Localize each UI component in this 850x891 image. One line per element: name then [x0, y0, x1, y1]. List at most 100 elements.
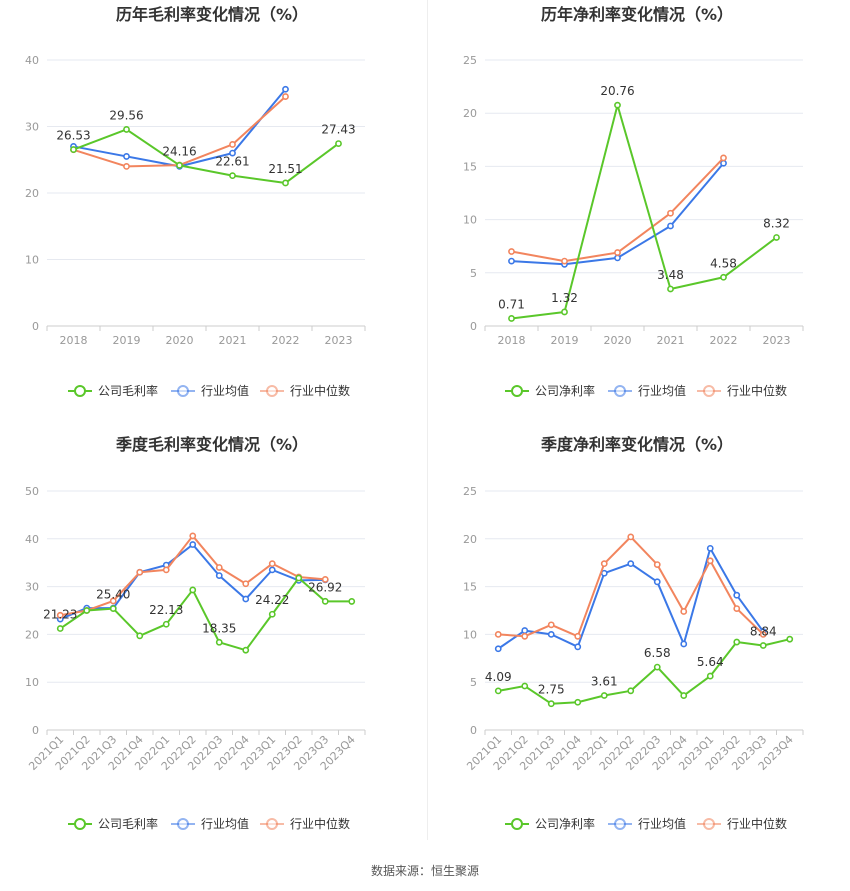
data-label: 21.23 [43, 608, 77, 622]
data-point-industry_median [521, 632, 529, 640]
data-point-industry_avg [680, 640, 688, 648]
data-label: 4.09 [485, 670, 512, 684]
data-point-industry_median [614, 249, 621, 256]
data-point-industry_median [268, 560, 276, 568]
y-tick-label: 20 [25, 187, 39, 200]
data-point-industry_median [574, 632, 582, 640]
data-point-company [348, 598, 356, 605]
chart-title: 季度净利率变化情况（%） [540, 435, 733, 454]
quarterly-net-margin-svg: 季度净利率变化情况（%）05101520252021Q12021Q22021Q3… [463, 435, 804, 831]
legend-marker-industry_median [266, 818, 278, 830]
x-tick-label: 2022 [272, 334, 300, 347]
legend-marker-industry_avg [614, 818, 626, 830]
annual-net-margin-svg: 历年净利率变化情况（%） 0 5 10 15 20 25 2018 2019 2020 2021 20… [463, 5, 804, 398]
data-point-company [561, 308, 568, 316]
y-tick-label: 10 [25, 254, 39, 267]
data-point-company [109, 605, 117, 612]
y-tick-label: 5 [470, 676, 477, 689]
x-tick-label: 2018 [498, 334, 526, 347]
data-label: 26.92 [308, 580, 342, 594]
data-label: 22.61 [215, 155, 249, 169]
annual-gross-margin-chart: 历年毛利率变化情况（%） 0 10 20 30 40 2018 2019 2020 2021 202… [0, 0, 425, 430]
data-point-industry_avg [574, 643, 582, 651]
data-point-industry_median [547, 621, 555, 629]
legend-label-industry_median: 行业中位数 [290, 816, 350, 831]
x-tick-label: 2021 [219, 334, 247, 347]
series-line-company [73, 128, 340, 184]
chart-title: 季度毛利率变化情况（%） [115, 435, 308, 454]
data-label: 18.35 [202, 621, 236, 635]
data-point-industry_median [508, 248, 515, 255]
legend-marker-industry_median [703, 385, 715, 397]
y-tick-label: 0 [32, 724, 39, 737]
legend-marker-company [511, 818, 523, 830]
data-point-company [547, 700, 555, 708]
y-tick-label: 10 [463, 214, 477, 227]
data-point-industry_median [759, 630, 767, 638]
data-point-industry_median [282, 93, 289, 100]
chart-title: 历年净利率变化情况（%） [541, 5, 733, 24]
data-point-industry_avg [229, 149, 236, 157]
legend-marker-industry_avg [177, 818, 189, 830]
series-line-company [511, 104, 778, 320]
data-point-company [189, 586, 197, 594]
data-point-company [295, 574, 303, 582]
data-point-industry_median [215, 564, 223, 571]
panel-divider [427, 0, 428, 840]
data-point-industry_median [667, 209, 674, 217]
annual-gross-margin-svg: 历年毛利率变化情况（%） 0 10 20 30 40 2018 2019 2020 2021 202… [25, 5, 366, 398]
data-point-company [321, 597, 329, 605]
data-point-industry_avg [720, 159, 727, 167]
y-tick-label: 50 [25, 485, 39, 498]
data-point-industry_median [720, 154, 727, 162]
data-label: 3.48 [657, 268, 684, 282]
data-point-company [162, 620, 170, 628]
y-tick-label: 5 [470, 267, 477, 280]
data-source-label: 数据来源：恒生聚源 [370, 864, 479, 878]
legend-label-industry_avg: 行业均值 [201, 383, 249, 398]
data-point-company [574, 698, 582, 706]
data-point-industry_median [109, 597, 117, 605]
y-tick-label: 30 [25, 121, 39, 134]
data-label: 4.58 [710, 256, 737, 270]
x-tick-label: 2019 [551, 334, 579, 347]
data-point-industry_median [627, 533, 635, 541]
data-point-company [508, 315, 515, 322]
data-point-industry_avg [733, 591, 741, 599]
chart-title: 历年毛利率变化情况（%） [116, 5, 308, 24]
quarterly-net-margin-chart: 季度净利率变化情况（%） 0 5 10 15 20 25 2021Q1 2021Q2 2021Q3… [425, 430, 850, 860]
data-point-company [136, 632, 144, 640]
data-point-company [600, 692, 608, 699]
data-label: 29.56 [109, 108, 143, 122]
legend-label-industry_avg: 行业均值 [638, 816, 686, 831]
legend-label-company: 公司毛利率 [98, 816, 158, 831]
data-label: 24.16 [162, 144, 196, 158]
data-point-company [83, 607, 91, 614]
data-label: 2.75 [538, 683, 565, 697]
data-point-company [680, 692, 688, 699]
data-point-company [627, 687, 635, 695]
data-label: 6.58 [644, 646, 671, 660]
y-tick-label: 40 [25, 54, 39, 67]
quarterly-gross-margin-chart: 季度毛利率变化情况（%） 0 10 20 30 40 50 2021Q1 2021Q2 2021Q… [0, 430, 425, 860]
y-tick-label: 0 [470, 724, 477, 737]
data-point-company [229, 172, 236, 180]
data-point-industry_avg [215, 572, 223, 580]
legend-marker-company [74, 385, 86, 397]
data-point-industry_median [242, 580, 250, 588]
data-point-company [759, 642, 767, 649]
data-point-industry_median [561, 257, 568, 265]
data-label: 26.53 [56, 129, 90, 143]
data-point-industry_avg [667, 222, 674, 230]
annual-net-margin-chart: 历年净利率变化情况（%） 0 5 10 15 20 25 2018 2019 2020 2021 20… [425, 0, 850, 430]
data-label: 3.61 [591, 674, 618, 688]
x-tick-label: 2023 [325, 334, 353, 347]
data-point-industry_median [123, 162, 130, 170]
data-label: 5.64 [697, 655, 724, 669]
data-label: 24.22 [255, 593, 289, 607]
data-point-company [614, 101, 621, 109]
data-label: 27.43 [321, 123, 355, 137]
data-point-company [268, 610, 276, 618]
data-point-industry_avg [653, 578, 661, 586]
data-point-industry_median [189, 532, 197, 540]
